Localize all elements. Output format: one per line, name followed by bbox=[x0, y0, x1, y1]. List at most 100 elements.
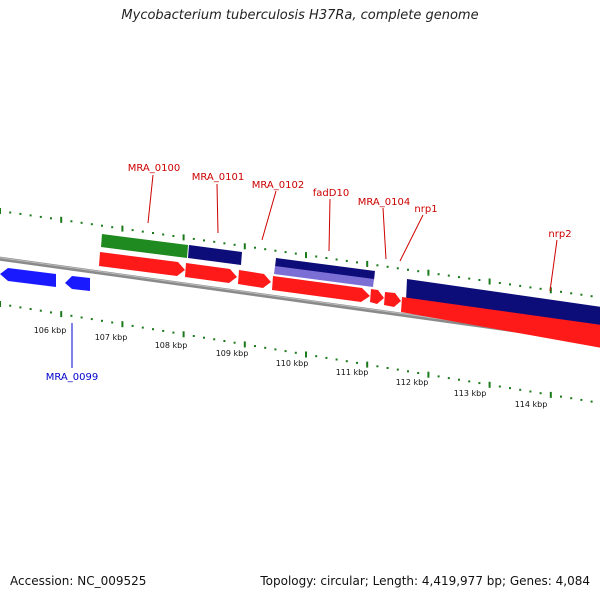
gene-mra0100-box[interactable] bbox=[101, 234, 188, 258]
inner-minor-tick bbox=[447, 377, 450, 380]
gene-fadd10-box-light[interactable] bbox=[274, 266, 374, 287]
inner-minor-tick bbox=[172, 331, 175, 334]
inner-minor-tick bbox=[192, 335, 195, 337]
gene-mra0101-box[interactable] bbox=[188, 245, 242, 265]
outer-minor-tick bbox=[417, 270, 420, 273]
scale-label-106kbp: 106 kbp bbox=[34, 326, 67, 335]
gene-red-arrow-3[interactable] bbox=[238, 270, 271, 288]
outer-minor-tick bbox=[294, 252, 297, 255]
inner-minor-tick bbox=[80, 316, 83, 319]
outer-minor-tick bbox=[213, 240, 216, 243]
gene-red-arrow-5[interactable] bbox=[370, 289, 384, 304]
inner-minor-tick bbox=[141, 326, 144, 329]
gene-label-fadd10: fadD10 bbox=[313, 188, 349, 199]
gene-red-arrow-6[interactable] bbox=[384, 292, 401, 307]
inner-minor-tick bbox=[29, 308, 32, 310]
outer-minor-tick bbox=[274, 249, 277, 252]
inner-minor-tick bbox=[254, 345, 256, 348]
inner-major-tick bbox=[60, 311, 63, 318]
scale-label-111kbp: 111 kbp bbox=[336, 368, 369, 377]
outer-minor-tick bbox=[141, 230, 144, 233]
inner-minor-tick bbox=[468, 380, 471, 383]
outer-minor-tick bbox=[19, 212, 22, 215]
inner-ticks bbox=[0, 301, 593, 403]
label-line-nrp2 bbox=[549, 239, 558, 292]
gene-label-nrp1: nrp1 bbox=[414, 204, 437, 215]
outer-minor-tick bbox=[9, 211, 12, 214]
inner-minor-tick bbox=[274, 348, 277, 351]
inner-minor-tick bbox=[519, 388, 522, 391]
gene-label-mra0101: MRA_0101 bbox=[192, 172, 244, 183]
label-line-mra0100 bbox=[147, 174, 154, 224]
gene-red-arrow-1[interactable] bbox=[99, 252, 185, 276]
inner-minor-tick bbox=[39, 309, 42, 312]
inner-minor-tick bbox=[213, 338, 216, 341]
outer-minor-tick bbox=[264, 248, 267, 251]
outer-minor-tick bbox=[580, 293, 583, 296]
inner-minor-tick bbox=[294, 351, 297, 354]
outer-minor-tick bbox=[162, 233, 165, 236]
outer-minor-tick bbox=[223, 242, 226, 245]
outer-minor-tick bbox=[407, 268, 409, 271]
scale-label-113kbp: 113 kbp bbox=[454, 389, 487, 398]
inner-minor-tick bbox=[9, 304, 12, 307]
outer-minor-tick bbox=[560, 290, 562, 293]
outer-minor-tick bbox=[325, 257, 328, 259]
outer-major-tick bbox=[182, 234, 185, 241]
outer-minor-tick bbox=[478, 279, 481, 281]
outer-minor-tick bbox=[529, 286, 532, 289]
outer-major-tick bbox=[121, 225, 124, 232]
gene-fadd10-box[interactable] bbox=[275, 258, 375, 280]
inner-major-tick bbox=[121, 321, 124, 328]
outer-minor-tick bbox=[376, 264, 379, 267]
genome-summary-text: Topology: circular; Length: 4,419,977 bp… bbox=[260, 574, 590, 588]
inner-minor-tick bbox=[376, 365, 379, 368]
genome-title: Mycobacterium tuberculosis H37Ra, comple… bbox=[121, 8, 479, 23]
outer-minor-tick bbox=[101, 224, 103, 227]
outer-minor-tick bbox=[356, 261, 358, 264]
inner-minor-tick bbox=[458, 378, 460, 381]
inner-minor-tick bbox=[570, 397, 573, 400]
inner-minor-tick bbox=[223, 340, 226, 342]
accession-text: Accession: NC_009525 bbox=[10, 574, 147, 588]
outer-minor-tick bbox=[152, 232, 154, 234]
inner-major-tick bbox=[366, 361, 369, 368]
inner-minor-tick bbox=[19, 306, 22, 309]
outer-minor-tick bbox=[498, 282, 501, 284]
outer-minor-tick bbox=[590, 295, 593, 298]
inner-major-tick bbox=[305, 351, 307, 358]
gene-mra0099-arrow[interactable] bbox=[0, 268, 56, 287]
gene-label-mra0104: MRA_0104 bbox=[358, 197, 410, 208]
inner-minor-tick bbox=[284, 350, 287, 353]
outer-minor-tick bbox=[80, 221, 83, 224]
gene-label-nrp2: nrp2 bbox=[548, 229, 571, 240]
outer-minor-tick bbox=[386, 265, 389, 268]
outer-minor-tick bbox=[335, 258, 338, 261]
outer-minor-tick bbox=[468, 277, 471, 280]
inner-minor-tick bbox=[152, 328, 154, 331]
label-line-mra0104 bbox=[382, 207, 387, 260]
outer-minor-tick bbox=[458, 276, 460, 279]
outer-minor-tick bbox=[254, 246, 256, 249]
outer-major-tick bbox=[243, 243, 246, 250]
inner-minor-tick bbox=[407, 370, 409, 373]
inner-minor-tick bbox=[264, 346, 267, 349]
outer-major-tick bbox=[366, 260, 369, 267]
gene-arrow-small-blue[interactable] bbox=[65, 276, 90, 291]
label-line-nrp1 bbox=[399, 214, 424, 262]
gene-nrp2-box[interactable] bbox=[406, 279, 600, 328]
gene-red-arrow-nrp2[interactable] bbox=[401, 297, 600, 348]
inner-minor-tick bbox=[417, 372, 420, 374]
inner-minor-tick bbox=[590, 400, 593, 403]
inner-minor-tick bbox=[580, 398, 583, 401]
gene-red-arrow-4[interactable] bbox=[272, 276, 370, 302]
inner-minor-tick bbox=[315, 355, 318, 358]
scale-label-110kbp: 110 kbp bbox=[276, 359, 309, 368]
inner-minor-tick bbox=[325, 356, 328, 359]
outer-minor-tick bbox=[345, 259, 348, 262]
inner-minor-tick bbox=[560, 395, 562, 398]
outer-minor-tick bbox=[172, 235, 175, 237]
gene-red-arrow-2[interactable] bbox=[185, 263, 237, 283]
outer-minor-tick bbox=[131, 229, 134, 232]
gene-label-mra0099: MRA_0099 bbox=[46, 372, 98, 383]
